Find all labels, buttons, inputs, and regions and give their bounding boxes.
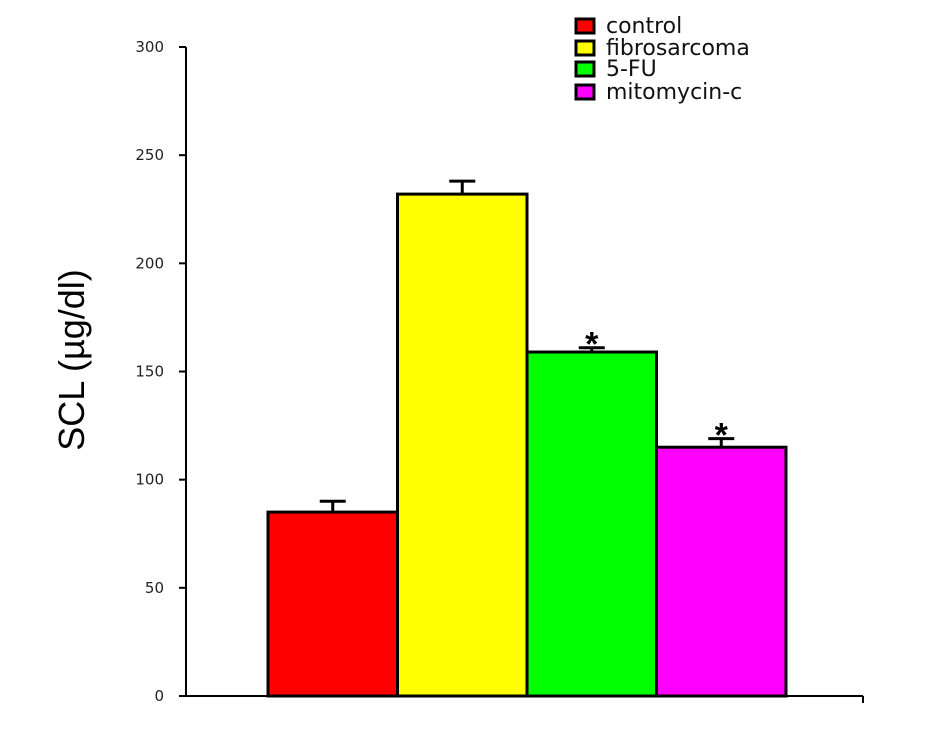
significance-asterisk: * <box>585 326 599 364</box>
bar-control <box>266 499 399 698</box>
y-tick-label: 100 <box>135 471 164 489</box>
significance-asterisk: * <box>715 417 729 455</box>
legend-label: control <box>606 14 682 39</box>
legend-item: mitomycin-c <box>574 80 742 105</box>
legend-item: 5-FU <box>574 57 657 82</box>
bar-fibrosarcoma <box>396 179 529 698</box>
bars: ** <box>266 179 788 698</box>
bar-5-fu: * <box>525 326 658 698</box>
y-tick-label: 200 <box>135 254 164 272</box>
legend-label: fibrosarcoma <box>606 36 750 61</box>
legend-item: control <box>574 14 682 39</box>
y-tick-label: 150 <box>135 363 164 381</box>
legend-swatch <box>574 39 596 57</box>
y-tick-label: 250 <box>135 146 164 164</box>
y-axis-label: SCL (µg/dl) <box>51 269 92 450</box>
bar-mitomycin-c: * <box>655 417 788 698</box>
legend-label: 5-FU <box>606 57 657 82</box>
y-tick-label: 0 <box>154 687 164 705</box>
y-axis: 0 50 100 150 200 250 300 <box>135 38 187 705</box>
y-tick-label: 50 <box>145 579 164 597</box>
legend-item: fibrosarcoma <box>574 36 750 61</box>
legend-swatch <box>574 60 596 78</box>
legend-swatch <box>574 83 596 101</box>
legend-label: mitomycin-c <box>606 80 742 105</box>
legend-swatch <box>574 17 596 35</box>
y-tick-label: 300 <box>135 38 164 56</box>
